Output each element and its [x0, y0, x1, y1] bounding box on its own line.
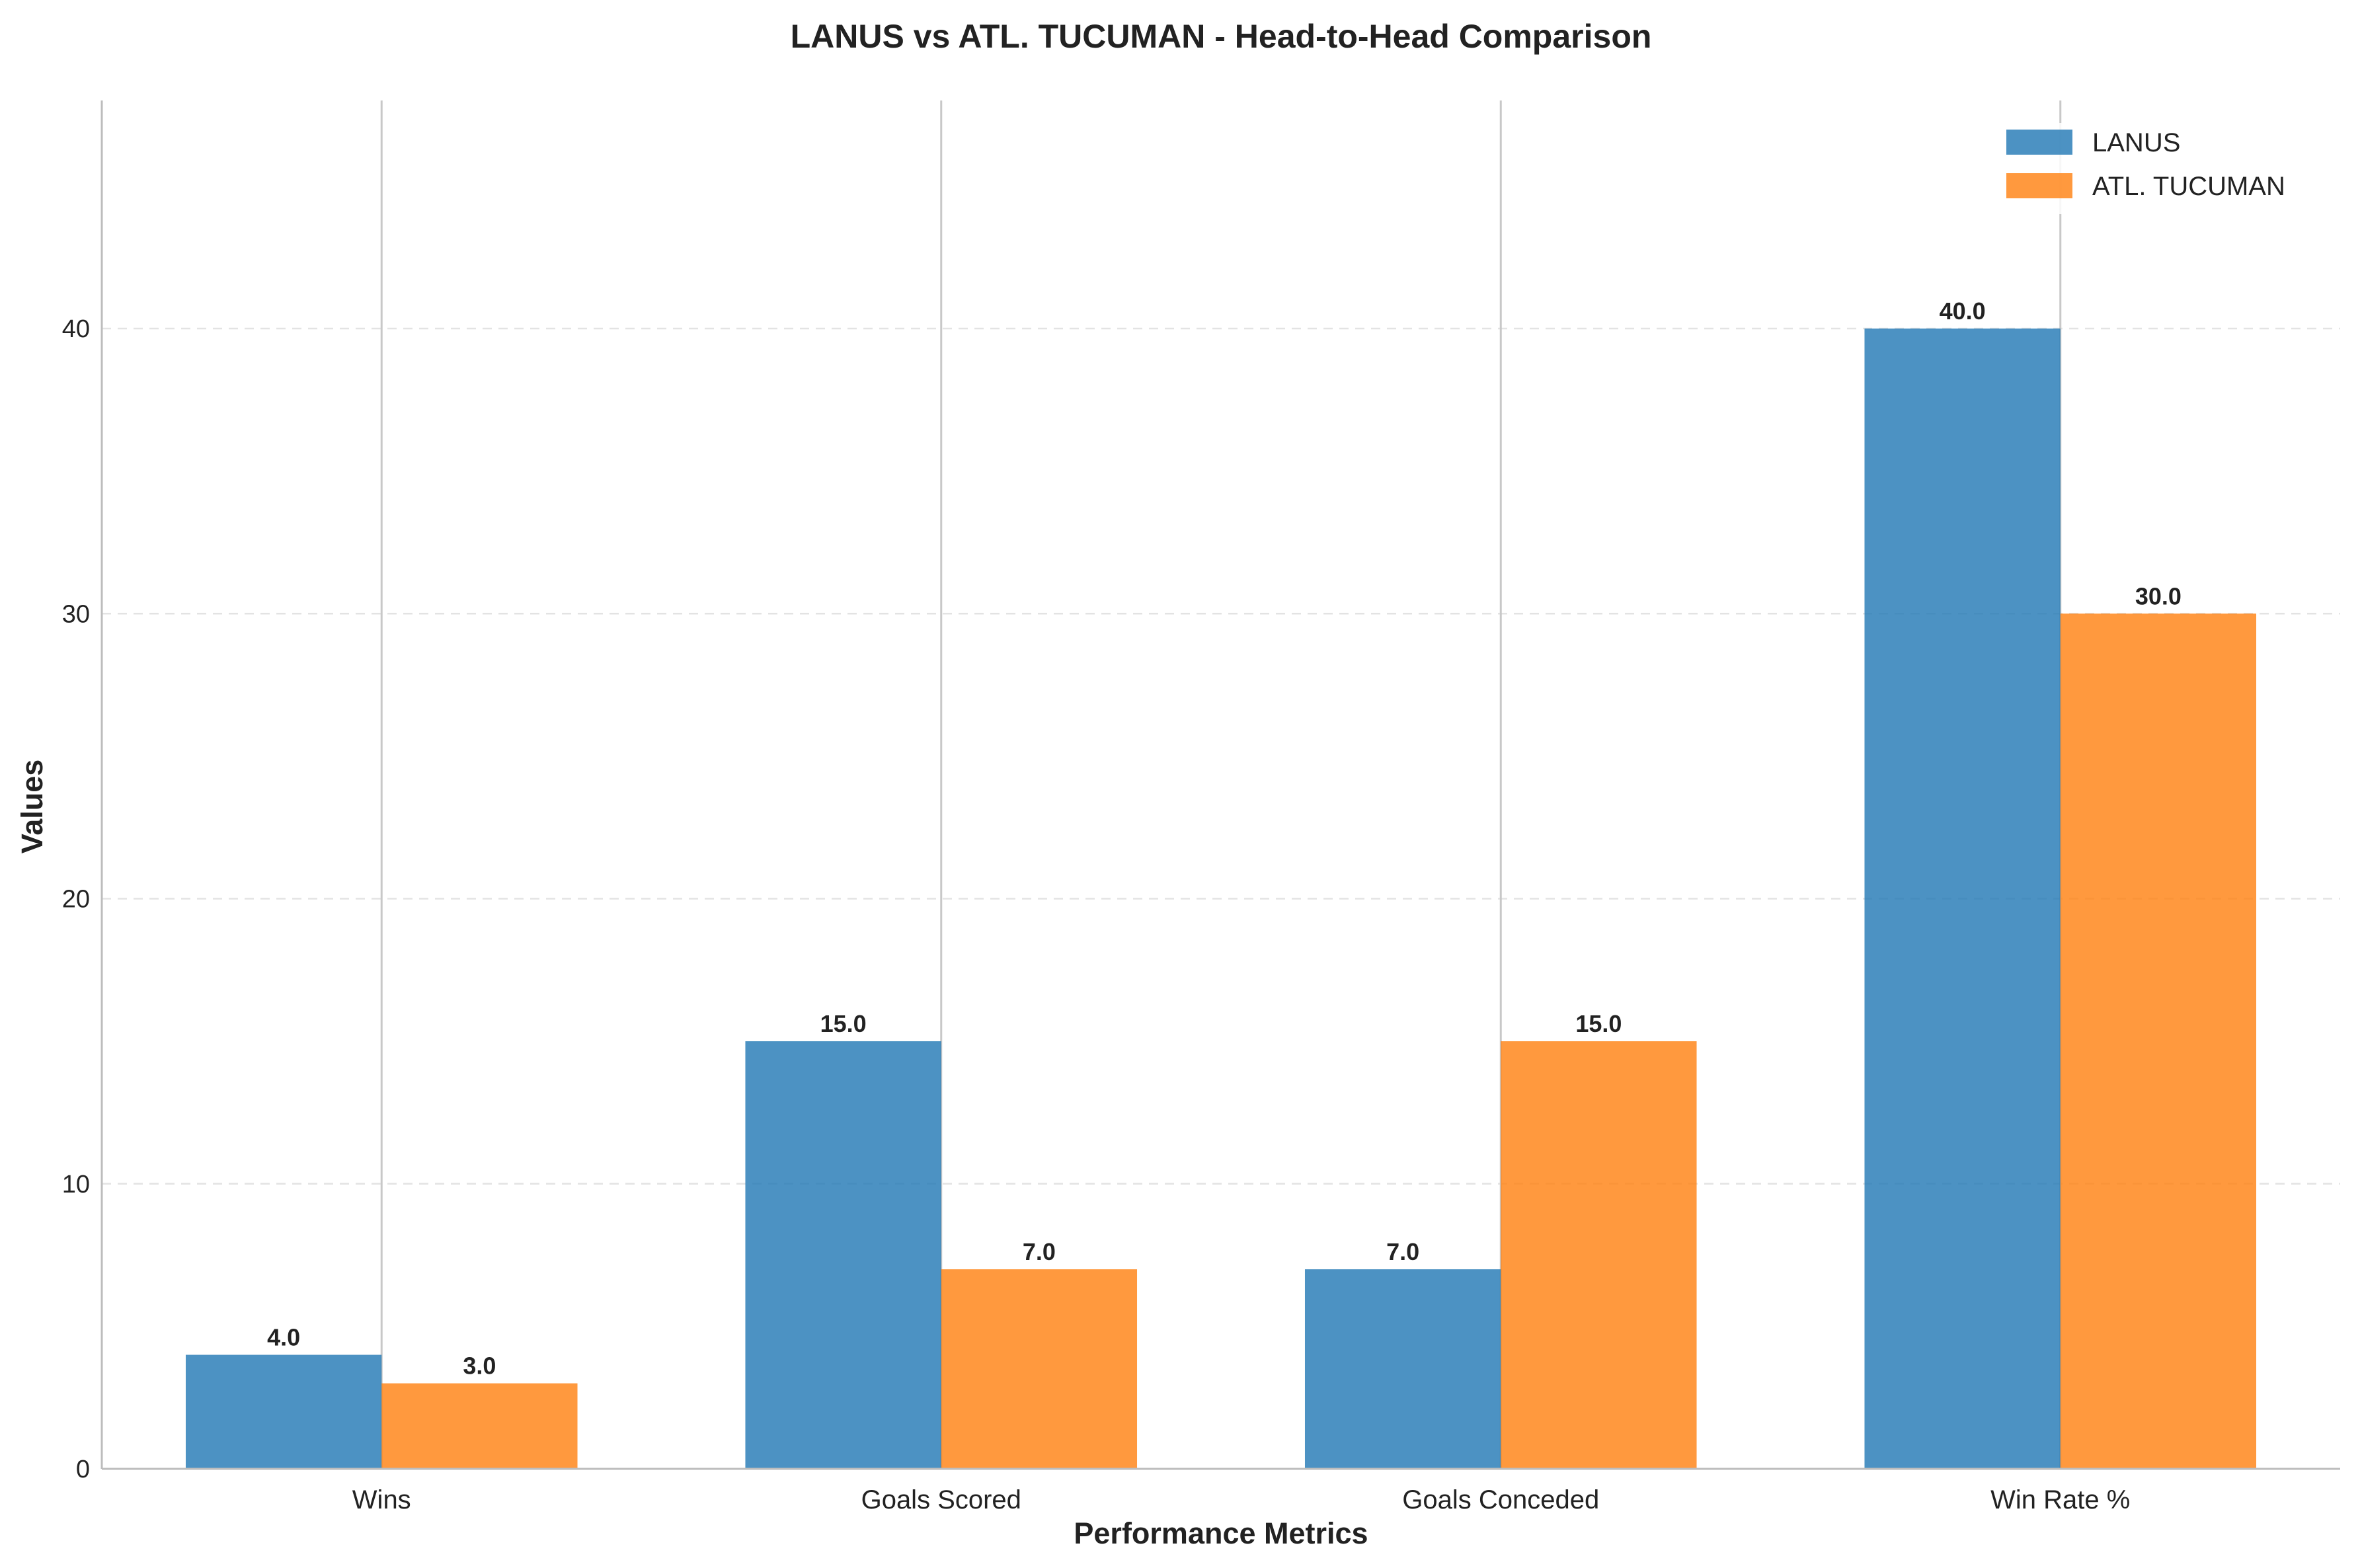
y-tick-label: 0 — [76, 1456, 90, 1483]
x-tick-label: Goals Conceded — [1402, 1485, 1599, 1514]
legend-swatch — [2006, 173, 2072, 198]
legend-swatch — [2006, 130, 2072, 155]
legend: LANUS ATL. TUCUMAN — [2000, 123, 2330, 214]
bar-lanus — [1864, 329, 2061, 1469]
chart-title: LANUS vs ATL. TUCUMAN - Head-to-Head Com… — [791, 18, 1652, 55]
bar-lanus — [745, 1041, 941, 1469]
data-label: 30.0 — [2135, 582, 2182, 609]
x-tick-label: Goals Scored — [861, 1485, 1021, 1514]
y-axis-label: Values — [15, 760, 49, 854]
x-tick-label: Win Rate % — [1990, 1485, 2130, 1514]
y-tick-label: 20 — [62, 886, 90, 914]
data-label: 4.0 — [267, 1324, 300, 1351]
bar-atl-tucuman — [941, 1269, 1138, 1469]
legend-label: ATL. TUCUMAN — [2092, 172, 2285, 201]
data-label: 3.0 — [463, 1352, 496, 1380]
bar-lanus — [1304, 1269, 1501, 1469]
data-label: 40.0 — [1940, 297, 1986, 325]
data-label: 15.0 — [820, 1010, 867, 1037]
x-tick-label: Wins — [352, 1485, 411, 1514]
x-axis-label: Performance Metrics — [1074, 1516, 1368, 1550]
data-label: 7.0 — [1386, 1238, 1419, 1265]
data-label: 15.0 — [1575, 1010, 1622, 1037]
y-tick-label: 10 — [62, 1171, 90, 1198]
plot-area: 0 10 20 30 40 4.0 15.0 7.0 40.0 3.0 7.0 15.0 30.0 Win… — [62, 100, 2340, 1514]
y-tick-label: 40 — [62, 315, 90, 343]
bar-atl-tucuman — [2060, 613, 2257, 1469]
bar-atl-tucuman — [381, 1383, 578, 1469]
legend-label: LANUS — [2092, 128, 2180, 157]
bar-atl-tucuman — [1501, 1041, 1697, 1469]
bar-lanus — [185, 1354, 382, 1469]
y-tick-label: 30 — [62, 600, 90, 628]
data-label: 7.0 — [1023, 1238, 1056, 1265]
